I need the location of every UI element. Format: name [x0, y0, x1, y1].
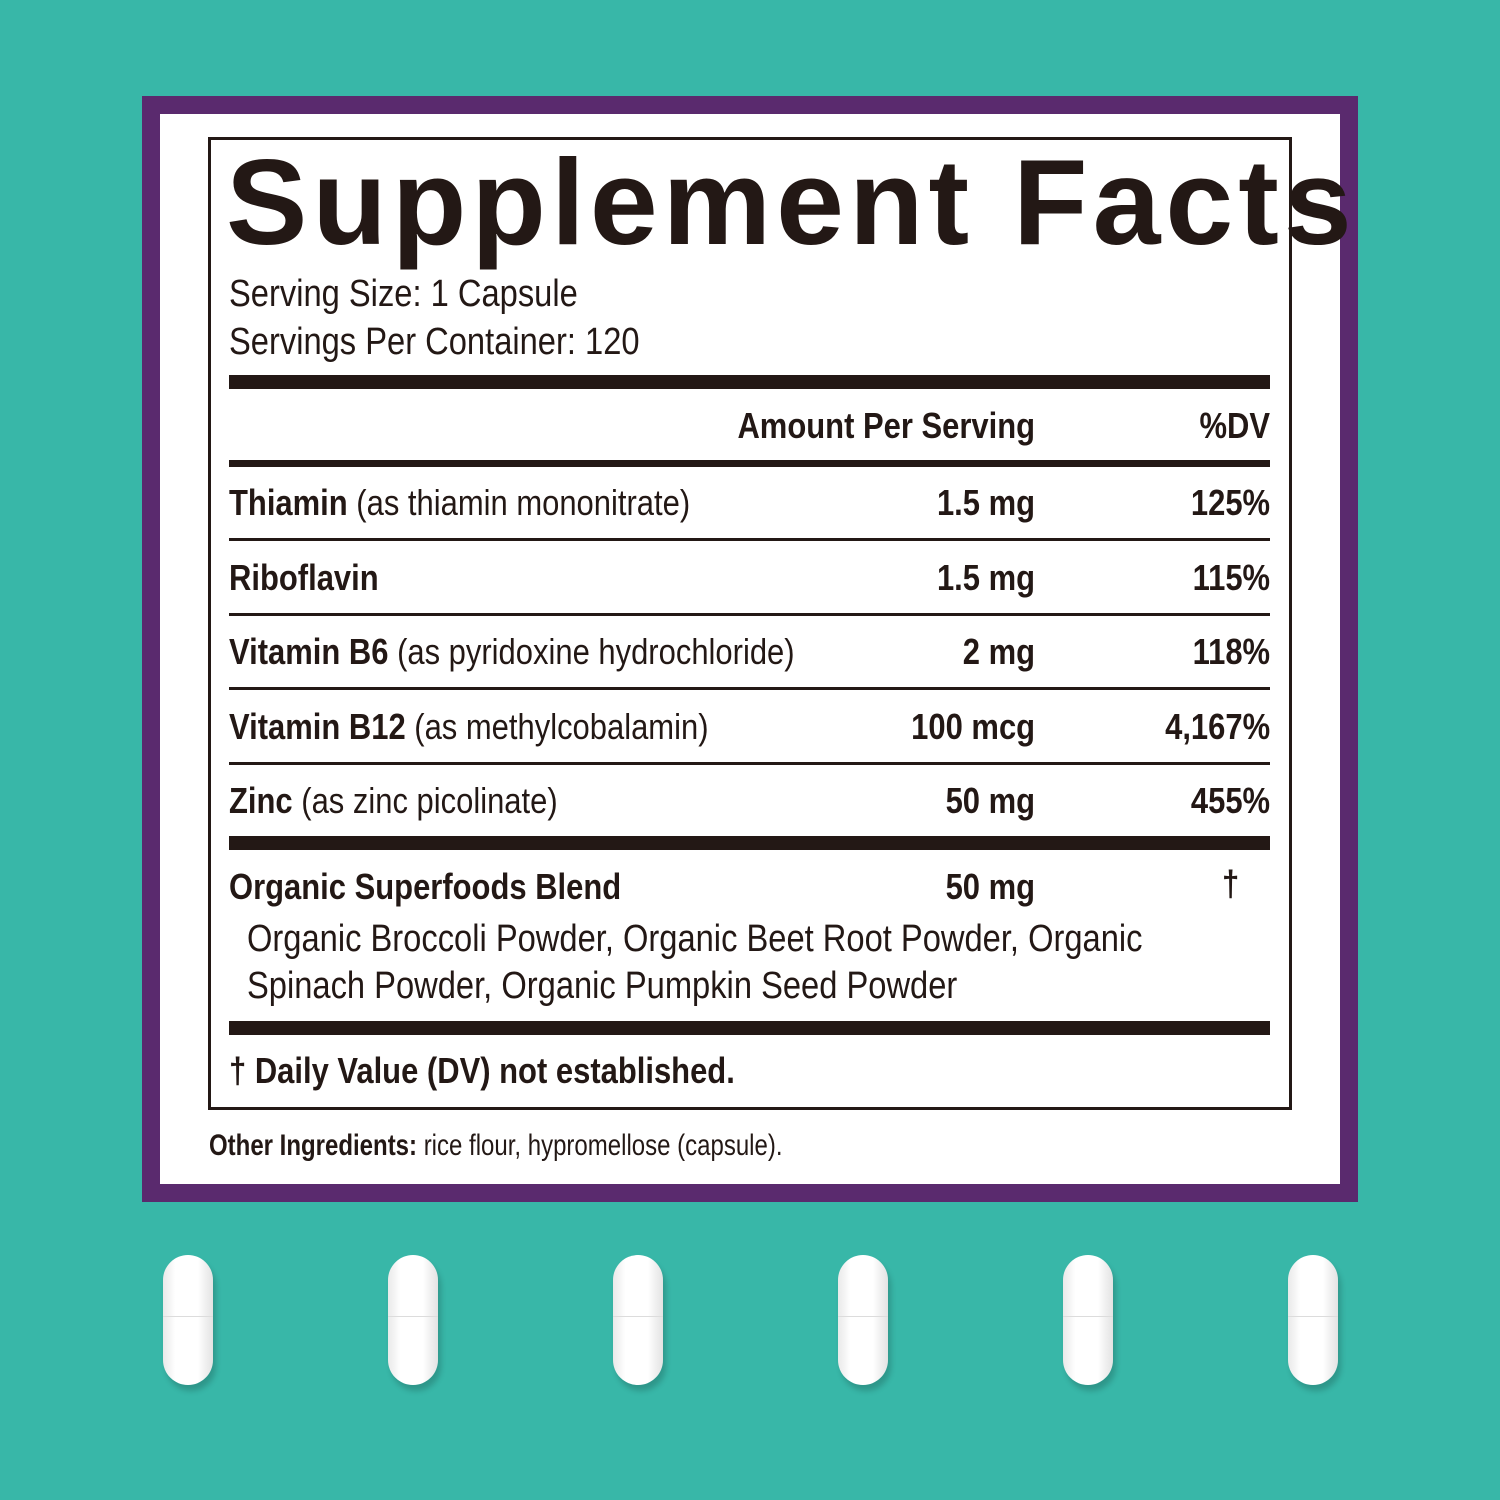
capsule-image [838, 1255, 888, 1385]
header-dv: %DV [1199, 405, 1270, 446]
thick-divider [229, 836, 1270, 850]
nutrient-name: Riboflavin [229, 557, 379, 598]
nutrient-dv: 118% [1192, 631, 1270, 672]
nutrient-name: Thiamin [229, 482, 348, 523]
nutrient-name: Vitamin B6 [229, 631, 389, 672]
nutrient-dv: 455% [1190, 780, 1270, 821]
nutrient-row-name: Riboflavin [229, 558, 379, 598]
nutrient-name: Zinc [229, 780, 293, 821]
row-divider [229, 538, 1270, 541]
thick-divider [229, 375, 1270, 389]
nutrient-source: (as zinc picolinate) [301, 780, 558, 821]
nutrient-dv: 125% [1190, 482, 1270, 523]
blend-dv: † [1222, 863, 1240, 904]
servings-per-container: Servings Per Container: 120 [229, 321, 640, 363]
nutrient-amount: 2 mg [962, 631, 1035, 672]
capsule-image [613, 1255, 663, 1385]
other-ingredients: Other Ingredients: rice flour, hypromell… [209, 1126, 783, 1166]
row-divider [229, 762, 1270, 765]
nutrient-amount: 1.5 mg [936, 482, 1035, 523]
other-ingredients-label: Other Ingredients: [209, 1129, 418, 1162]
capsule-image [1288, 1255, 1338, 1385]
supplement-facts-panel [208, 137, 1292, 1110]
nutrient-row-name: Zinc (as zinc picolinate) [229, 781, 558, 821]
nutrient-amount: 100 mcg [911, 706, 1035, 747]
nutrient-dv: 115% [1192, 557, 1270, 598]
nutrient-dv: 4,167% [1164, 706, 1270, 747]
nutrient-amount: 1.5 mg [936, 557, 1035, 598]
other-ingredients-text: rice flour, hypromellose (capsule). [417, 1129, 783, 1162]
row-divider [229, 613, 1270, 616]
nutrient-name: Vitamin B12 [229, 706, 406, 747]
blend-ingredients-line2: Spinach Powder, Organic Pumpkin Seed Pow… [247, 965, 958, 1007]
panel-title: Supplement Facts [226, 134, 1357, 270]
header-amount: Amount Per Serving [737, 405, 1035, 446]
label-frame [142, 96, 1358, 1202]
nutrient-row-name: Vitamin B12 (as methylcobalamin) [229, 707, 709, 747]
nutrient-source: (as thiamin mononitrate) [356, 482, 691, 523]
row-divider [229, 687, 1270, 690]
blend-name: Organic Superfoods Blend [229, 866, 622, 907]
nutrient-source: (as methylcobalamin) [414, 706, 709, 747]
nutrient-row-name: Vitamin B6 (as pyridoxine hydrochloride) [229, 632, 795, 672]
capsule-image [163, 1255, 213, 1385]
blend-amount: 50 mg [945, 866, 1035, 907]
serving-size: Serving Size: 1 Capsule [229, 273, 578, 315]
nutrient-source: (as pyridoxine hydrochloride) [397, 631, 795, 672]
blend-ingredients-line1: Organic Broccoli Powder, Organic Beet Ro… [247, 918, 1143, 960]
thick-divider [229, 1021, 1270, 1035]
divider [229, 460, 1270, 467]
nutrient-amount: 50 mg [945, 780, 1035, 821]
capsule-image [388, 1255, 438, 1385]
nutrient-row-name: Thiamin (as thiamin mononitrate) [229, 483, 690, 523]
capsule-image [1063, 1255, 1113, 1385]
footnote: † Daily Value (DV) not established. [229, 1050, 735, 1091]
